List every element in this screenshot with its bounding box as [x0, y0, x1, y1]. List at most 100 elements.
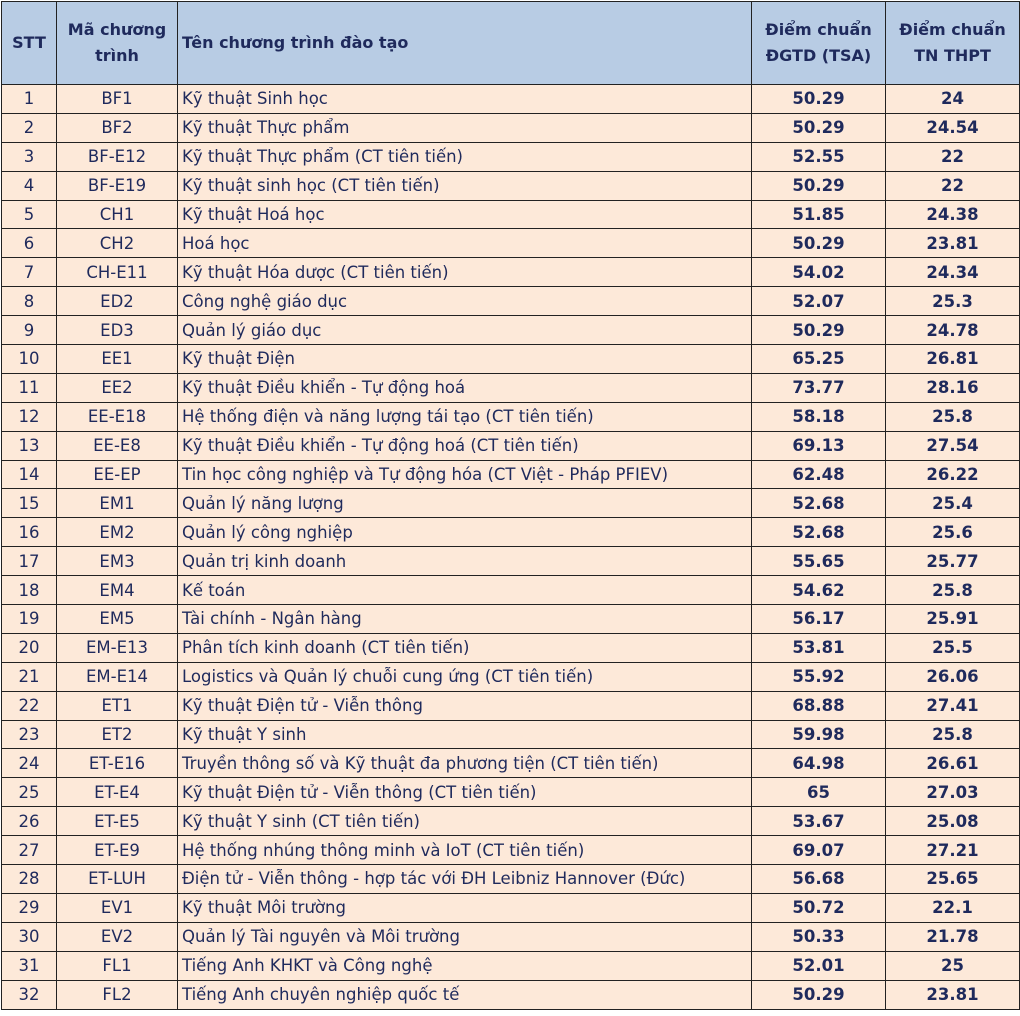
- header-cell: STT: [1, 1, 57, 85]
- table-cell: 50.72: [751, 892, 886, 923]
- table-cell: EE1: [56, 344, 178, 374]
- table-cell: Kỹ thuật Điện: [177, 344, 752, 374]
- table-row: 4 BF-E19 Kỹ thuật sinh học (CT tiên tiến) 5…: [1, 170, 1020, 201]
- table-row: 17 EM3 Quản trị kinh doanh 55.65 25.77: [1, 546, 1020, 577]
- table-row: 32 FL2 Tiếng Anh chuyên nghiệp quốc tế 50.2…: [1, 979, 1020, 1010]
- table-cell: ET-LUH: [56, 864, 178, 894]
- table-cell: 52.55: [751, 141, 886, 172]
- table-cell: 31: [1, 950, 57, 981]
- table-cell: FL2: [56, 979, 178, 1010]
- table-cell: 25: [885, 950, 1020, 981]
- table-cell: 24.38: [885, 199, 1020, 230]
- table-cell: 28: [1, 864, 57, 894]
- table-cell: Logistics và Quản lý chuỗi cung ứng (CT …: [177, 661, 752, 692]
- table-cell: 52.01: [751, 950, 886, 981]
- table-row: 31 FL1 Tiếng Anh KHKT và Công nghệ 52.01 25: [1, 950, 1020, 981]
- table-cell: 17: [1, 546, 57, 577]
- table-cell: 21: [1, 661, 57, 692]
- table-row: 14 EE-EP Tin học công nghiệp và Tự động hó…: [1, 459, 1020, 490]
- table-cell: Hệ thống nhúng thông minh và IoT (CT tiê…: [177, 835, 752, 866]
- table-cell: 7: [1, 257, 57, 288]
- table-row: 18 EM4 Kế toán 54.62 25.8: [1, 575, 1020, 606]
- table-cell: 50.29: [751, 112, 886, 143]
- table-cell: EM5: [56, 604, 178, 634]
- table-cell: 24: [1, 748, 57, 779]
- table-row: 27 ET-E9 Hệ thống nhúng thông minh và IoT …: [1, 835, 1020, 866]
- table-cell: 29: [1, 892, 57, 923]
- table-cell: 22: [885, 170, 1020, 201]
- table-cell: 25.77: [885, 546, 1020, 577]
- table-cell: 52.68: [751, 517, 886, 548]
- table-cell: 68.88: [751, 690, 886, 721]
- table-cell: 55.92: [751, 661, 886, 692]
- table-cell: 18: [1, 575, 57, 606]
- table-cell: ED2: [56, 286, 178, 317]
- table-cell: Kỹ thuật Thực phẩm (CT tiên tiến): [177, 141, 752, 172]
- table-cell: 14: [1, 459, 57, 490]
- table-cell: 2: [1, 112, 57, 143]
- table-cell: 54.62: [751, 575, 886, 606]
- table-cell: 20: [1, 632, 57, 663]
- table-cell: EV2: [56, 921, 178, 952]
- table-cell: Kỹ thuật Điện tử - Viễn thông (CT tiên t…: [177, 777, 752, 808]
- table-cell: 23.81: [885, 228, 1020, 259]
- table-cell: 69.07: [751, 835, 886, 866]
- table-cell: 69.13: [751, 430, 886, 461]
- table-cell: 27.54: [885, 430, 1020, 461]
- table-row: 10 EE1 Kỹ thuật Điện 65.25 26.81: [1, 344, 1020, 374]
- table-cell: 26.61: [885, 748, 1020, 779]
- table-cell: 10: [1, 344, 57, 374]
- header-cell: Mã chương trình: [56, 1, 178, 85]
- table-cell: 28.16: [885, 372, 1020, 403]
- table-cell: 50.29: [751, 84, 886, 114]
- table-cell: 27.21: [885, 835, 1020, 866]
- table-cell: Quản lý Tài nguyên và Môi trường: [177, 921, 752, 952]
- table-cell: Kỹ thuật Thực phẩm: [177, 112, 752, 143]
- table-cell: Kỹ thuật Điện tử - Viễn thông: [177, 690, 752, 721]
- table-cell: BF2: [56, 112, 178, 143]
- table-cell: EM1: [56, 488, 178, 519]
- table-cell: 26.06: [885, 661, 1020, 692]
- table-cell: 51.85: [751, 199, 886, 230]
- table-cell: BF-E19: [56, 170, 178, 201]
- table-row: 19 EM5 Tài chính - Ngân hàng 56.17 25.91: [1, 604, 1020, 634]
- table-cell: EM2: [56, 517, 178, 548]
- table-cell: EE-EP: [56, 459, 178, 490]
- header-cell: Điểm chuẩn ĐGTD (TSA): [751, 1, 886, 85]
- table-cell: Truyền thông số và Kỹ thuật đa phương ti…: [177, 748, 752, 779]
- table-row: 13 EE-E8 Kỹ thuật Điều khiển - Tự động hoá…: [1, 430, 1020, 461]
- table-cell: 65: [751, 777, 886, 808]
- table-cell: 24.78: [885, 315, 1020, 346]
- table-cell: 52.07: [751, 286, 886, 317]
- table-cell: BF1: [56, 84, 178, 114]
- table-cell: 1: [1, 84, 57, 114]
- table-row: 23 ET2 Kỹ thuật Y sinh 59.98 25.8: [1, 719, 1020, 750]
- table-cell: 50.29: [751, 228, 886, 259]
- table-cell: 25.3: [885, 286, 1020, 317]
- table-cell: 24.54: [885, 112, 1020, 143]
- table-cell: 56.17: [751, 604, 886, 634]
- table-row: 22 ET1 Kỹ thuật Điện tử - Viễn thông 68.88 2…: [1, 690, 1020, 721]
- table-cell: EV1: [56, 892, 178, 923]
- table-cell: 21.78: [885, 921, 1020, 952]
- table-row: 12 EE-E18 Hệ thống điện và năng lượng tái …: [1, 401, 1020, 432]
- table-cell: Tài chính - Ngân hàng: [177, 604, 752, 634]
- table-cell: 50.33: [751, 921, 886, 952]
- table-row: 29 EV1 Kỹ thuật Môi trường 50.72 22.1: [1, 892, 1020, 923]
- table-cell: Quản trị kinh doanh: [177, 546, 752, 577]
- table-row: 28 ET-LUH Điện tử - Viễn thông - hợp tác v…: [1, 864, 1020, 894]
- table-cell: ET-E9: [56, 835, 178, 866]
- table-cell: 59.98: [751, 719, 886, 750]
- table-cell: 32: [1, 979, 57, 1010]
- table-cell: 23: [1, 719, 57, 750]
- table-cell: EE-E18: [56, 401, 178, 432]
- table-cell: 25.8: [885, 401, 1020, 432]
- table-row: 20 EM-E13 Phân tích kinh doanh (CT tiên ti…: [1, 632, 1020, 663]
- header-cell: Tên chương trình đào tạo: [177, 1, 752, 85]
- table-row: 1 BF1 Kỹ thuật Sinh học 50.29 24: [1, 84, 1020, 114]
- table-cell: ET1: [56, 690, 178, 721]
- table-row: 6 CH2 Hoá học 50.29 23.81: [1, 228, 1020, 259]
- table-cell: ET2: [56, 719, 178, 750]
- table-cell: EM4: [56, 575, 178, 606]
